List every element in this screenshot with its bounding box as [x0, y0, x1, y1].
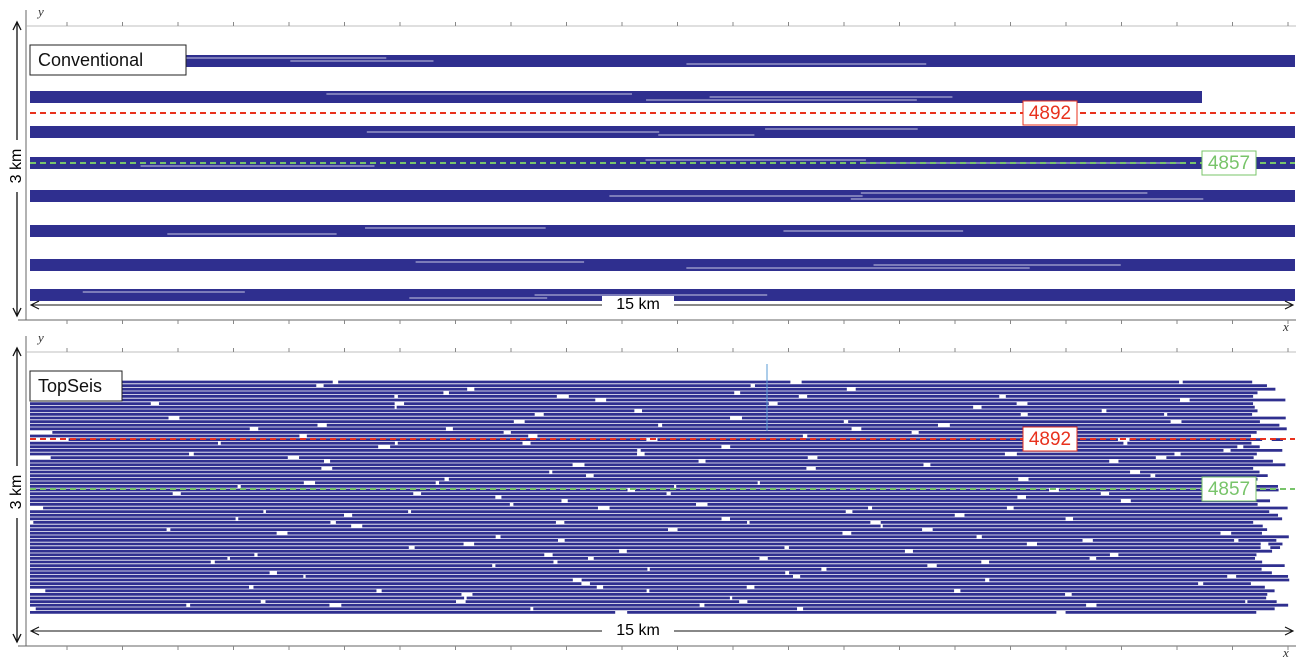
- panel: y x 3 km 15 km 4892 4857 Conventional: [8, 4, 1296, 334]
- vertical-scale-label: 3 km: [8, 149, 25, 184]
- streamer-band: [30, 55, 1295, 67]
- arrow-head: [29, 300, 1295, 310]
- reference-label-box: [1201, 150, 1257, 176]
- reference-label-box: [1022, 426, 1078, 452]
- reference-label: 4892: [1029, 429, 1071, 450]
- scale-label-bg: [602, 622, 674, 640]
- x-axis-label: x: [1282, 319, 1289, 334]
- vertical-scale-label: 3 km: [8, 475, 25, 510]
- reference-label: 4892: [1029, 103, 1071, 124]
- arrow-head: [29, 626, 1295, 636]
- panel: y x 3 km 15 km 4892 4857 TopSeis: [8, 330, 1296, 660]
- y-axis-label: y: [36, 4, 44, 19]
- reference-label: 4857: [1208, 479, 1250, 500]
- horizontal-scale-label: 15 km: [616, 622, 660, 639]
- arrow-head: [12, 20, 22, 318]
- panel-label-box: [29, 44, 187, 76]
- x-axis-label: x: [1282, 645, 1289, 660]
- streamer-band: [30, 126, 1295, 138]
- scale-label-bg: [602, 296, 674, 314]
- streamer-lines: [30, 380, 1290, 614]
- reference-label: 4857: [1208, 153, 1250, 174]
- panel-label-box: [29, 370, 123, 402]
- scale-label-bg: [9, 140, 25, 192]
- reference-label-box: [1201, 476, 1257, 502]
- panel-label: Conventional: [38, 50, 143, 70]
- horizontal-scale-label: 15 km: [616, 296, 660, 313]
- panel-label: TopSeis: [38, 376, 102, 396]
- y-axis-label: y: [36, 330, 44, 345]
- arrow-head: [12, 346, 22, 644]
- reference-label-box: [1022, 100, 1078, 126]
- scale-label-bg: [9, 466, 25, 518]
- streamer-band: [30, 225, 1295, 237]
- streamer-lines: [30, 55, 1295, 301]
